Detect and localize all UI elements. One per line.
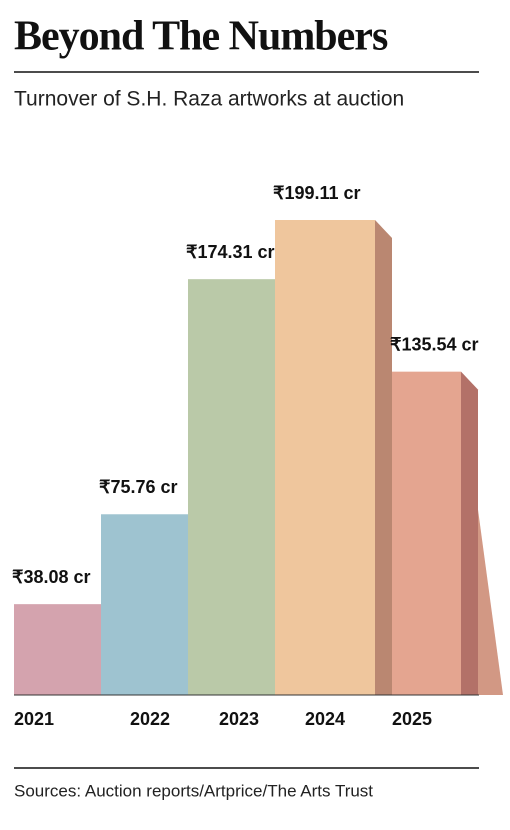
value-label: ₹135.54 cr — [390, 334, 479, 354]
x-tick-label: 2025 — [392, 709, 432, 729]
chart-subtitle: Turnover of S.H. Raza artworks at auctio… — [14, 88, 404, 111]
plot: ₹38.08 cr 2021 ₹75.76 cr 2022 ₹174.31 cr 2023… — [12, 183, 503, 729]
x-tick-label: 2024 — [305, 709, 345, 729]
value-label: ₹199.11 cr — [273, 183, 361, 203]
chart-title: Beyond The Numbers — [14, 14, 388, 60]
x-tick-label: 2023 — [219, 709, 259, 729]
bar — [14, 604, 113, 695]
bar-side — [461, 371, 478, 695]
value-label: ₹174.31 cr — [186, 242, 275, 262]
value-label: ₹75.76 cr — [99, 477, 178, 497]
bar — [188, 279, 288, 695]
value-label: ₹38.08 cr — [12, 567, 91, 587]
x-tick-label: 2022 — [130, 709, 170, 729]
bar — [275, 220, 375, 695]
bar-side-shade — [375, 220, 392, 695]
x-tick-label: 2021 — [14, 709, 54, 729]
bar — [101, 514, 202, 695]
source: Sources: Auction reports/Artprice/The Ar… — [14, 781, 373, 800]
bar-side — [375, 220, 392, 695]
bar — [392, 371, 461, 695]
bar-side-shade — [461, 371, 478, 695]
